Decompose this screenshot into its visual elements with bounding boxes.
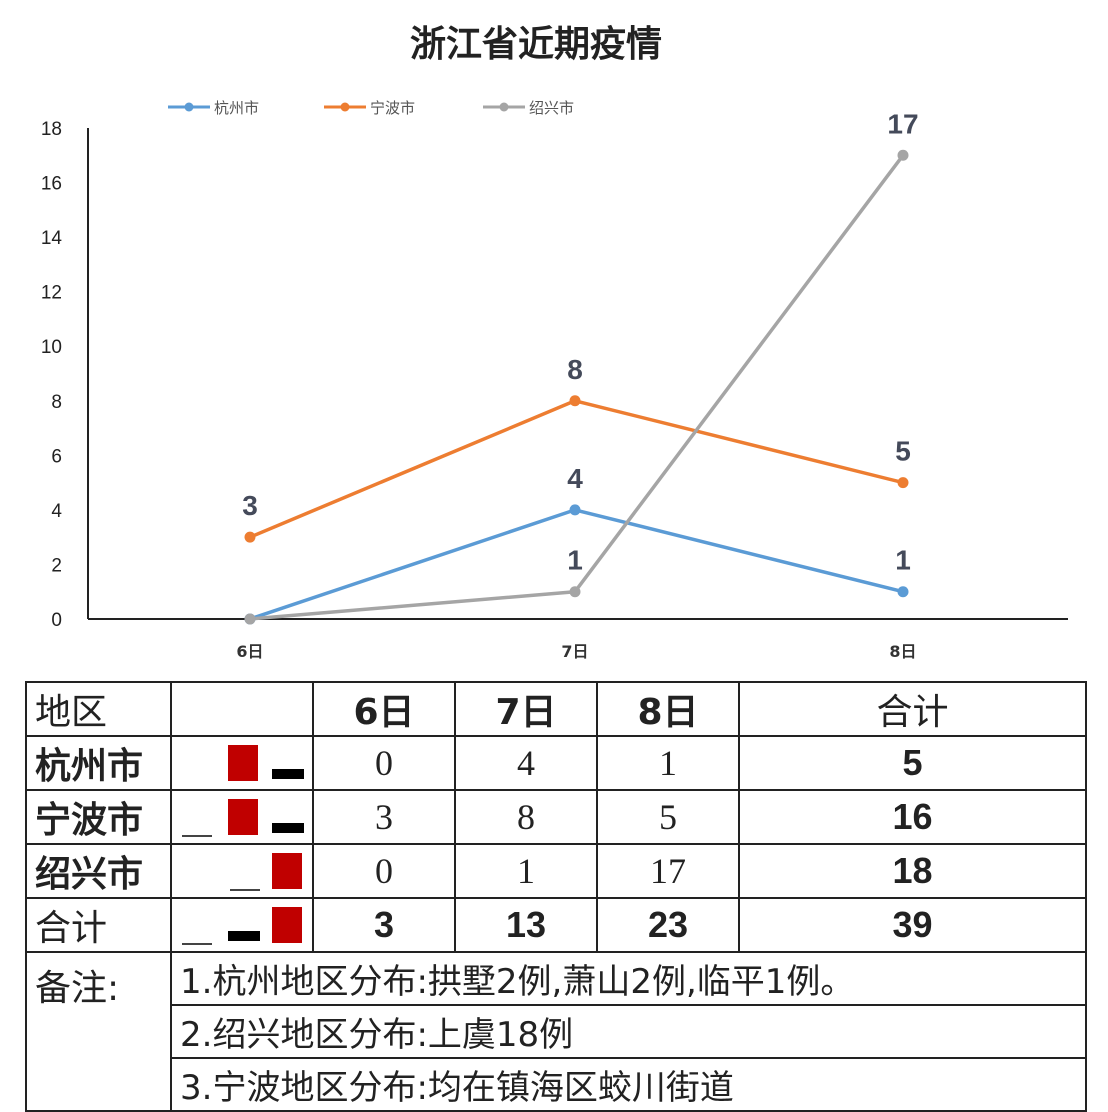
- y-tick-label: 0: [51, 610, 62, 631]
- row-region: 绍兴市: [25, 843, 172, 899]
- cell-day6: 0: [312, 843, 456, 899]
- data-point: [244, 531, 256, 543]
- dash-marker: [182, 943, 212, 945]
- header-day8: 8日: [596, 681, 740, 737]
- data-label: 5: [895, 436, 911, 467]
- note-item: 1.杭州地区分布:拱墅2例,萧山2例,临平1例。: [170, 951, 1087, 1006]
- data-label: 3: [242, 490, 258, 521]
- header-day7: 7日: [454, 681, 598, 737]
- data-point: [897, 149, 909, 161]
- cell-day6: 3: [312, 789, 456, 845]
- y-tick-label: 16: [41, 174, 62, 195]
- header-day6: 6日: [312, 681, 456, 737]
- sum-total: 39: [738, 897, 1087, 953]
- cell-day7: 8: [454, 789, 598, 845]
- sum-day6: 3: [312, 897, 456, 953]
- chart-data-labels: 4 1 3 8 5 1 17: [242, 108, 918, 575]
- data-label: 4: [567, 463, 583, 494]
- notes-label: 备注:: [25, 951, 172, 1112]
- sum-label: 合计: [25, 897, 172, 953]
- note-item: 2.绍兴地区分布:上虞18例: [170, 1004, 1087, 1059]
- cell-day7: 4: [454, 735, 598, 791]
- data-point: [569, 586, 581, 598]
- y-tick-label: 14: [41, 228, 63, 249]
- y-tick-label: 10: [41, 337, 62, 358]
- data-label: 8: [567, 354, 583, 385]
- row-legend-markers: [170, 789, 314, 845]
- row-region: 杭州市: [25, 735, 172, 791]
- legend-swatch-marker: [184, 102, 194, 112]
- data-point: [569, 504, 581, 516]
- header-region: 地区: [25, 681, 172, 737]
- x-tick-label: 7日: [561, 642, 588, 661]
- cell-total: 16: [738, 789, 1087, 845]
- data-point: [244, 613, 256, 625]
- y-tick-label: 6: [51, 446, 62, 467]
- header-legend-cell: [170, 681, 314, 737]
- cell-day8: 5: [596, 789, 740, 845]
- dash-marker: [230, 889, 260, 891]
- dash-marker: [182, 835, 212, 837]
- red-marker: [228, 745, 258, 781]
- y-tick-label: 8: [51, 392, 62, 413]
- notes-row: 2.绍兴地区分布:上虞18例: [26, 1004, 1087, 1059]
- black-marker: [272, 769, 304, 779]
- legend-label: 绍兴市: [529, 99, 574, 117]
- black-marker: [272, 823, 304, 833]
- header-total: 合计: [738, 681, 1087, 737]
- data-label: 17: [887, 108, 918, 139]
- red-marker: [272, 907, 302, 943]
- data-label: 1: [567, 545, 583, 576]
- data-point: [897, 477, 909, 489]
- cell-total: 18: [738, 843, 1087, 899]
- y-tick-label: 4: [51, 501, 62, 522]
- data-point: [569, 395, 581, 407]
- sum-day8: 23: [596, 897, 740, 953]
- sum-day7: 13: [454, 897, 598, 953]
- data-label: 1: [895, 545, 911, 576]
- y-tick-label: 12: [41, 283, 62, 304]
- legend-swatch-marker: [499, 102, 509, 112]
- cell-day8: 1: [596, 735, 740, 791]
- note-item: 3.宁波地区分布:均在镇海区蛟川街道: [170, 1057, 1087, 1112]
- cell-day8: 17: [596, 843, 740, 899]
- legend-label: 宁波市: [370, 99, 415, 117]
- table-header-row: 地区 6日 7日 8日 合计: [25, 681, 1087, 737]
- table-row: 宁波市 3 8 5 16: [25, 789, 1087, 845]
- cell-total: 5: [738, 735, 1087, 791]
- row-region: 宁波市: [25, 789, 172, 845]
- notes-row: 3.宁波地区分布:均在镇海区蛟川街道: [26, 1057, 1087, 1112]
- y-tick-label: 18: [41, 119, 62, 140]
- row-legend-markers: [170, 735, 314, 791]
- table-sum-row: 合计 3 13 23 39: [25, 897, 1087, 953]
- red-marker: [272, 853, 302, 889]
- chart-legend: 杭州市 宁波市 绍兴市: [168, 99, 574, 117]
- line-chart: 浙江省近期疫情 杭州市 宁波市 绍兴市 0 2 4 6 8 10 12 14 16 18 6日 7日 8日 …: [41, 24, 1068, 661]
- x-tick-label: 8日: [889, 642, 916, 661]
- summary-table: 地区 6日 7日 8日 合计 杭州市 0 4 1 5 宁波市 3 8 5 16 …: [25, 681, 1087, 1112]
- table-row: 绍兴市 0 1 17 18: [25, 843, 1087, 899]
- x-tick-label: 6日: [236, 642, 263, 661]
- black-marker: [228, 931, 260, 941]
- row-legend-markers: [170, 843, 314, 899]
- chart-series: [244, 149, 909, 625]
- chart-title: 浙江省近期疫情: [410, 24, 662, 65]
- notes-row: 备注: 1.杭州地区分布:拱墅2例,萧山2例,临平1例。: [25, 951, 1087, 1112]
- red-marker: [228, 799, 258, 835]
- legend-swatch-marker: [340, 102, 350, 112]
- row-legend-markers: [170, 897, 314, 953]
- data-point: [897, 586, 909, 598]
- table-row: 杭州市 0 4 1 5: [25, 735, 1087, 791]
- legend-label: 杭州市: [214, 99, 259, 117]
- y-tick-label: 2: [51, 555, 62, 576]
- cell-day6: 0: [312, 735, 456, 791]
- cell-day7: 1: [454, 843, 598, 899]
